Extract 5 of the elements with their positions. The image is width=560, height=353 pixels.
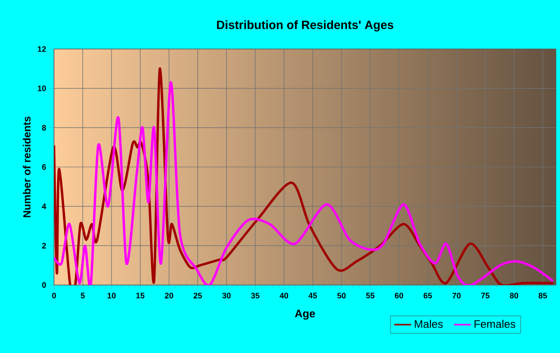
chart-title: Distribution of Residents' Ages: [217, 20, 394, 32]
y-axis-title: Number of residents: [22, 116, 31, 218]
x-axis-title: Age: [294, 310, 315, 320]
legend-label: Females: [474, 320, 516, 328]
legend-label: Males: [414, 320, 443, 328]
